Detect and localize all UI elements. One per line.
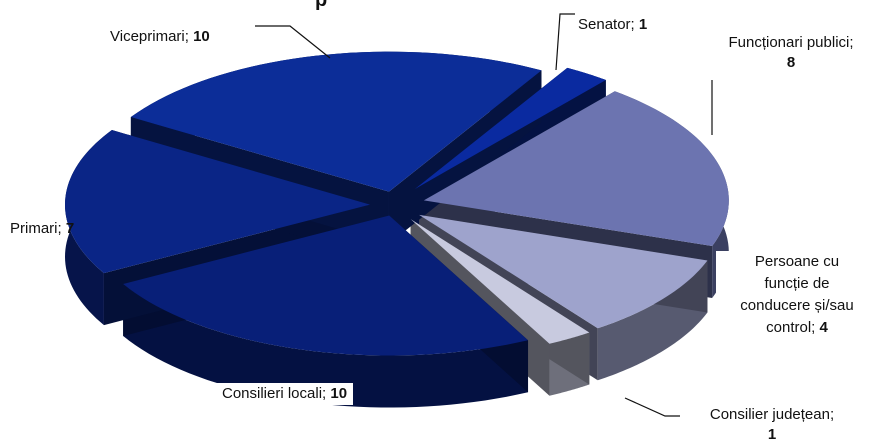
slice-consilieri-locali: [123, 215, 529, 356]
label-viceprimari: Viceprimari; 10: [110, 28, 210, 45]
label-functionari-publici: Funcționari publici; 8: [728, 34, 854, 71]
leader-line-senator: [555, 13, 575, 71]
label-consilieri-locali: Consilieri locali; 10: [216, 383, 354, 405]
leader-line-viceprimari: [255, 25, 331, 59]
slice-senator: [414, 67, 606, 190]
slice-consilier-judetean: [410, 219, 590, 344]
slice-persoane-cu-functie-de-conducere-si-sau-control: [419, 214, 708, 329]
title-fragment: p: [315, 0, 328, 11]
label-senator: Senator; 1: [578, 16, 648, 33]
slice-primari: [65, 130, 371, 274]
slice-functionari-publici: [423, 91, 729, 247]
label-primari: Primari; 7: [10, 220, 75, 237]
slice-viceprimari: [130, 51, 542, 192]
label-consilier-judetean: Consilier județean; 1: [709, 406, 835, 443]
leader-line-consilier-judetean: [624, 397, 680, 417]
label-persoane-conducere: Persoane cu funcție de conducere și/sau …: [716, 251, 878, 339]
slice-side-consilieri-locali: [123, 283, 529, 408]
